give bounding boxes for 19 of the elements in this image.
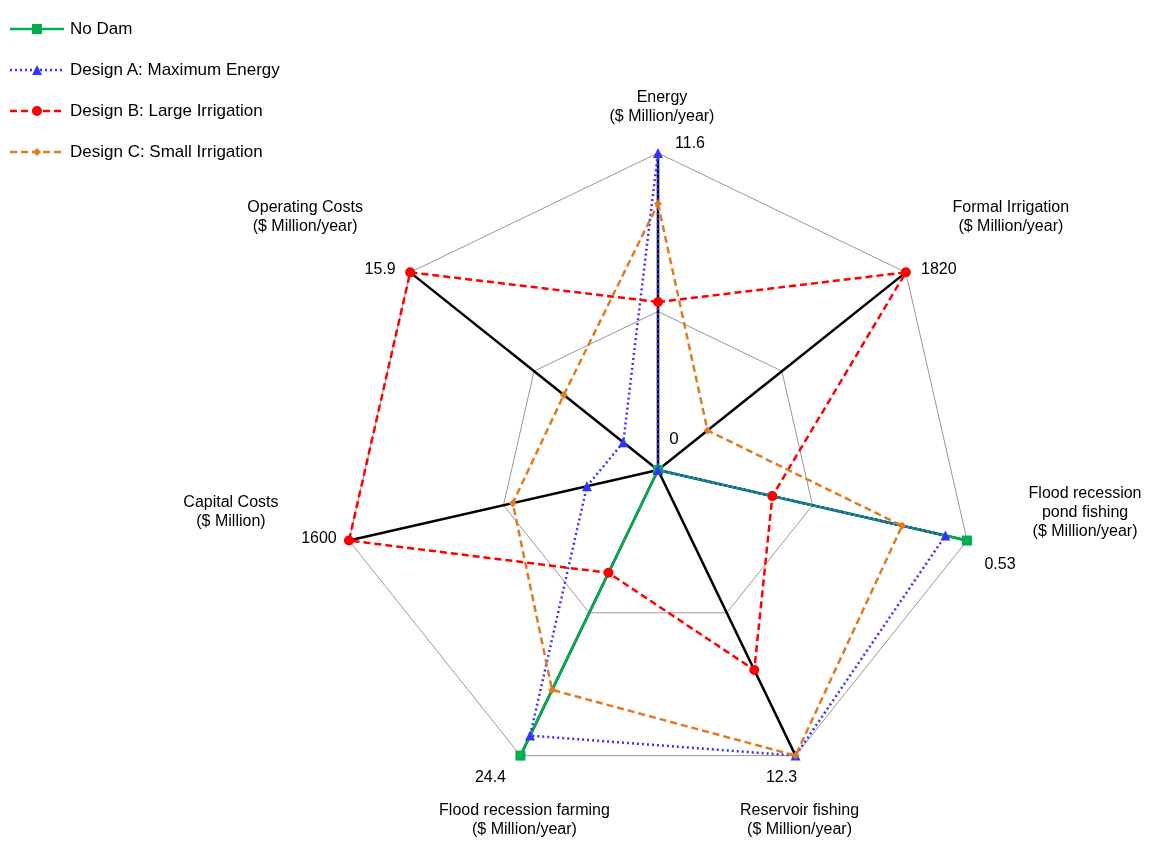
spoke-label: Operating Costs ($ Million/year): [247, 197, 363, 234]
legend-label: Design C: Small Irrigation: [70, 141, 263, 162]
legend-label: Design B: Large Irrigation: [70, 100, 263, 121]
spoke-label: Flood recession pond fishing ($ Million/year): [1028, 483, 1142, 539]
text: 0.53: [984, 554, 1016, 572]
spoke-label: Energy ($ Million/year): [609, 87, 715, 124]
text: 15.9: [364, 260, 396, 278]
spoke-label: Capital Costs ($ Million): [183, 493, 279, 530]
legend-label: Design A: Maximum Energy: [70, 59, 280, 80]
text: 11.6: [675, 134, 706, 151]
spoke-label: Reservoir fishing ($ Million/year): [739, 801, 860, 838]
legend-label: No Dam: [70, 18, 133, 39]
spoke-label: Flood recession farming ($ Million/year): [439, 801, 610, 838]
text: 0: [669, 429, 679, 448]
text: 1820: [921, 260, 957, 278]
text: 1600: [301, 528, 337, 546]
text: 12.3: [765, 767, 798, 785]
spoke-label: Formal Irrigation ($ Million/year): [952, 197, 1070, 234]
text: 24.4: [474, 767, 507, 785]
